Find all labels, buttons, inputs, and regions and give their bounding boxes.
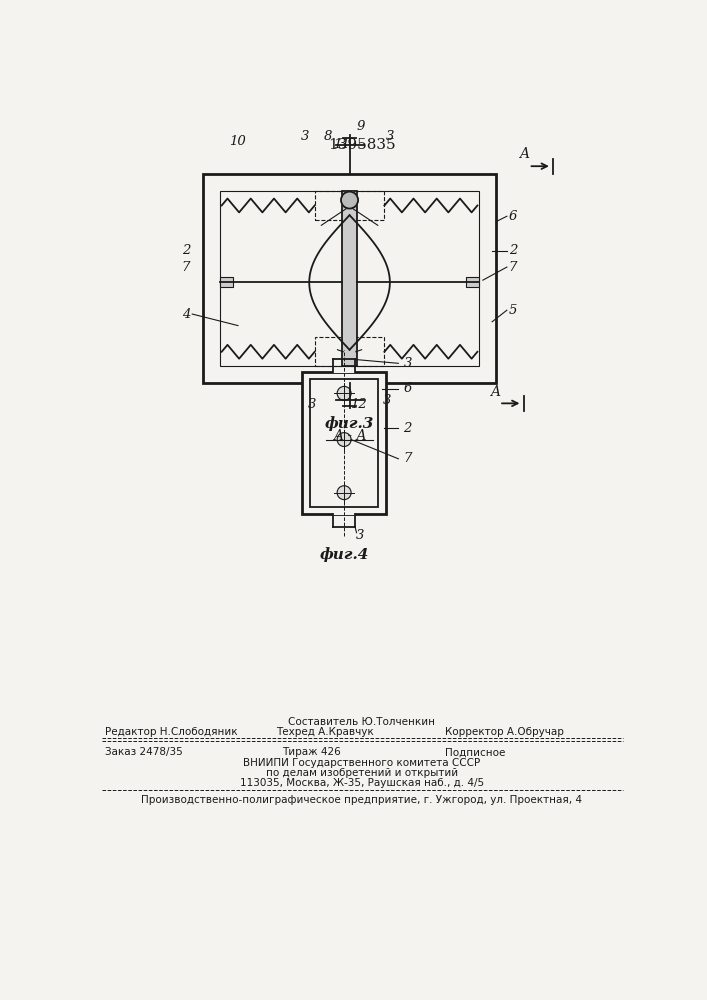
- Bar: [220, 277, 233, 287]
- Text: 2: 2: [182, 244, 190, 257]
- Text: 6: 6: [404, 382, 412, 395]
- Text: Корректор А.Обручар: Корректор А.Обручар: [445, 727, 563, 737]
- Circle shape: [337, 486, 351, 500]
- Text: 113035, Москва, Ж-35, Раушская наб., д. 4/5: 113035, Москва, Ж-35, Раушская наб., д. …: [240, 778, 484, 788]
- Bar: [341, 191, 357, 366]
- Text: 11: 11: [334, 138, 350, 151]
- Text: Заказ 2478/35: Заказ 2478/35: [105, 747, 183, 757]
- Text: 3: 3: [308, 398, 317, 411]
- Text: 10: 10: [230, 135, 246, 148]
- Text: Подписное: Подписное: [445, 747, 506, 757]
- Text: фиг.4: фиг.4: [320, 547, 369, 562]
- Text: A: A: [519, 147, 530, 161]
- Text: 3: 3: [385, 130, 394, 143]
- Circle shape: [337, 386, 351, 400]
- Text: Составитель Ю.Толченкин: Составитель Ю.Толченкин: [288, 717, 436, 727]
- Text: 1395835: 1395835: [328, 138, 396, 152]
- Bar: [220, 191, 479, 366]
- Text: 7: 7: [509, 261, 518, 274]
- Text: 4: 4: [182, 308, 190, 321]
- Text: 3: 3: [300, 130, 309, 143]
- Text: 3: 3: [382, 394, 391, 407]
- Text: 8: 8: [324, 130, 332, 143]
- Bar: [310, 379, 378, 507]
- Text: A - A: A - A: [333, 429, 366, 443]
- Circle shape: [341, 192, 358, 209]
- Text: Техред А.Кравчук: Техред А.Кравчук: [276, 727, 374, 737]
- Text: по делам изобретений и открытий: по делам изобретений и открытий: [266, 768, 458, 778]
- Text: фиг.3: фиг.3: [325, 416, 374, 431]
- Text: Редактор Н.Слободяник: Редактор Н.Слободяник: [105, 727, 238, 737]
- Text: Тираж 426: Тираж 426: [282, 747, 341, 757]
- Bar: [303, 372, 386, 514]
- Text: 3: 3: [404, 357, 412, 370]
- Text: 2: 2: [404, 422, 412, 434]
- Bar: [333, 513, 355, 515]
- Text: Производственно-полиграфическое предприятие, г. Ужгород, ул. Проектная, 4: Производственно-полиграфическое предприя…: [141, 795, 583, 805]
- Text: 7: 7: [182, 261, 190, 274]
- Bar: [333, 371, 355, 373]
- Text: 5: 5: [509, 304, 518, 317]
- Text: 7: 7: [404, 452, 412, 465]
- Circle shape: [337, 433, 351, 446]
- Text: ВНИИПИ Государственного комитета СССР: ВНИИПИ Государственного комитета СССР: [243, 758, 481, 768]
- Text: 12: 12: [351, 398, 367, 411]
- Bar: [466, 277, 479, 287]
- Bar: [315, 191, 385, 220]
- Bar: [203, 174, 496, 383]
- Text: 3: 3: [356, 529, 364, 542]
- Text: A: A: [490, 385, 500, 399]
- Text: 2: 2: [509, 244, 518, 257]
- Text: 6: 6: [509, 210, 518, 223]
- Bar: [315, 337, 385, 366]
- Text: 9: 9: [357, 120, 366, 133]
